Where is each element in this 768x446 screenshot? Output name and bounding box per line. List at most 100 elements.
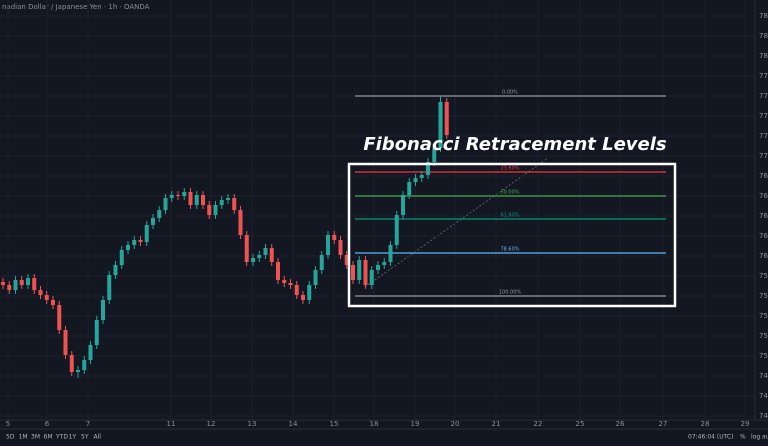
range-button[interactable]: 1M	[19, 434, 28, 441]
candle-body	[126, 245, 130, 250]
candle-body	[176, 195, 180, 196]
candle-body	[26, 278, 30, 285]
range-button[interactable]: 3M	[31, 434, 40, 441]
candle-body	[269, 248, 274, 262]
candle-body	[69, 355, 74, 372]
y-tick-label: 76.	[759, 192, 768, 200]
candle-body	[82, 360, 87, 370]
x-tick-label: 27	[659, 420, 668, 428]
candle-body	[288, 283, 293, 285]
y-tick-label: 74.	[759, 372, 768, 380]
candle-body	[163, 198, 168, 210]
x-tick-label: 12	[207, 420, 216, 428]
range-button[interactable]: YTD	[55, 434, 68, 441]
candle-body	[138, 240, 143, 242]
fib-level-label: 50.00%	[500, 190, 519, 196]
y-tick-label: 78.	[759, 12, 768, 20]
scale-option[interactable]: %	[740, 434, 746, 441]
candle-body	[363, 260, 368, 285]
candle-body	[276, 262, 280, 280]
y-tick-label: 75.	[759, 292, 768, 300]
fib-levels: 0.00% 23.60% 50.00% 61.80% 78.60% 100.00%	[355, 90, 666, 297]
candle-body	[201, 195, 205, 205]
candle-body	[407, 182, 412, 195]
candle-body	[332, 235, 337, 240]
y-tick-label: 77.	[759, 72, 768, 80]
x-tick-label: 13	[248, 420, 257, 428]
x-tick-label: 6	[45, 420, 50, 428]
candle-body	[219, 200, 224, 205]
range-button[interactable]: 1Y	[69, 434, 77, 441]
y-tick-label: 76.	[759, 252, 768, 260]
candle-body	[326, 235, 330, 255]
candle-body	[38, 290, 43, 295]
candle-body	[413, 178, 418, 182]
candle-body	[338, 240, 343, 255]
scale-option[interactable]: auto	[762, 434, 768, 441]
candle-body	[57, 305, 62, 330]
fib-level-label: 0.00%	[502, 90, 518, 96]
chart-title: nadian Dollar / Japanese Yen · 1h · OAND…	[2, 3, 150, 11]
y-tick-label: 76.	[759, 232, 768, 240]
y-tick-label: 76.	[759, 172, 768, 180]
candle-body	[107, 275, 112, 300]
candle-body	[244, 235, 249, 262]
candle-body	[144, 225, 149, 242]
y-tick-label: 74.	[759, 392, 768, 400]
x-tick-label: 5	[6, 420, 10, 428]
candle-body	[444, 102, 449, 135]
candle-body	[76, 370, 80, 372]
x-tick-label: 20	[451, 420, 460, 428]
x-tick-label: 11	[167, 420, 176, 428]
scale-option[interactable]: log	[751, 434, 760, 441]
range-button[interactable]: 6M	[44, 434, 53, 441]
candle-body	[44, 295, 49, 300]
annotation: Fibonacci Retracement Levels	[363, 134, 667, 155]
x-tick-label: 18	[370, 420, 379, 428]
x-tick-label: 19	[411, 420, 420, 428]
candle-body	[182, 192, 187, 196]
y-tick-label: 75.	[759, 312, 768, 320]
candle-body	[157, 210, 162, 218]
x-tick-label: 14	[289, 420, 298, 428]
candle-body	[369, 270, 374, 285]
candle-body	[232, 198, 237, 210]
candle-body	[401, 195, 405, 215]
candle-body	[169, 195, 174, 198]
fib-level-label: 100.00%	[499, 290, 521, 296]
range-button[interactable]: All	[94, 434, 102, 441]
candle-body	[282, 280, 287, 283]
candle-body	[207, 205, 212, 215]
candle-body	[438, 102, 443, 148]
x-tick-label: 28	[701, 420, 710, 428]
range-button[interactable]: 5Y	[81, 434, 89, 441]
y-tick-label: 76.	[759, 212, 768, 220]
candle-body	[357, 260, 362, 280]
candle-body	[344, 255, 349, 265]
y-tick-label: 77.	[759, 132, 768, 140]
candle-body	[394, 215, 399, 245]
candle-body	[194, 195, 199, 205]
range-button[interactable]: 5D	[6, 434, 15, 441]
fib-level-label: 78.60%	[500, 247, 519, 253]
y-tick-label: 75.	[759, 332, 768, 340]
candle-body	[51, 300, 55, 305]
candle-body	[313, 270, 318, 285]
y-tick-label: 77.	[759, 152, 768, 160]
x-tick-label: 29	[741, 420, 750, 428]
x-tick-label: 7	[86, 420, 90, 428]
candle-body	[119, 250, 124, 265]
y-tick-label: 77.	[759, 112, 768, 120]
candle-body	[151, 218, 155, 225]
candle-body	[432, 148, 437, 162]
fib-level-label: 61.80%	[500, 213, 519, 219]
candle-body	[63, 330, 68, 355]
candle-body	[251, 258, 255, 262]
candle-body	[19, 280, 24, 285]
candle-body	[382, 262, 387, 265]
x-tick-label: 22	[534, 420, 543, 428]
candle-body	[426, 162, 430, 175]
y-tick-label: 75.	[759, 352, 768, 360]
y-tick-label: 78.	[759, 52, 768, 60]
